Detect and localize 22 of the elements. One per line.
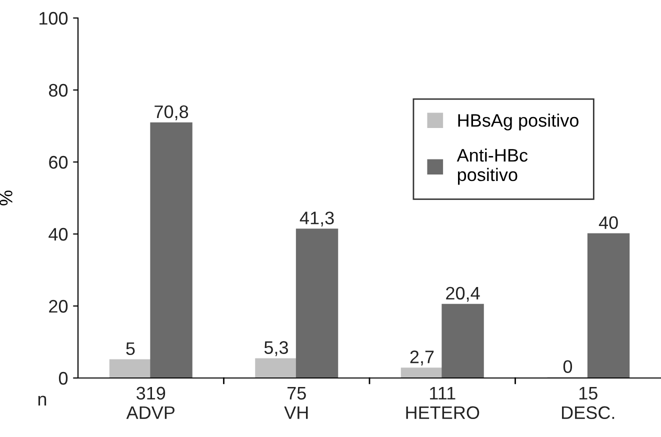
data-label: 2,7	[410, 350, 434, 366]
y-tick-label: 60	[49, 156, 68, 169]
y-tick-label: 0	[58, 372, 68, 385]
x-tick-label: 319 ADVP	[126, 386, 175, 419]
data-label: 5	[126, 342, 135, 356]
y-axis-title: %	[0, 190, 12, 206]
y-tick-label: 40	[48, 228, 68, 241]
text: n	[38, 396, 46, 406]
legend-label: HBsAg positivo	[458, 114, 578, 130]
legend-label: Anti-HBc positivo	[456, 148, 528, 185]
y-tick-label: 80	[48, 84, 68, 97]
x-tick-label: 111 HETERO	[406, 386, 480, 420]
data-label: 20,4	[446, 286, 480, 302]
data-label: 40	[598, 216, 618, 230]
y-tick-label: 20	[49, 300, 68, 313]
data-label: 0	[563, 360, 572, 374]
x-tick-label: 75 VH	[284, 386, 308, 419]
data-label: 41,3	[300, 212, 334, 226]
y-tick-label: 100	[40, 12, 68, 25]
x-tick-label: 15 DESC.	[562, 386, 614, 420]
data-label: 70,8	[154, 105, 188, 120]
data-label: 5,3	[264, 341, 288, 356]
